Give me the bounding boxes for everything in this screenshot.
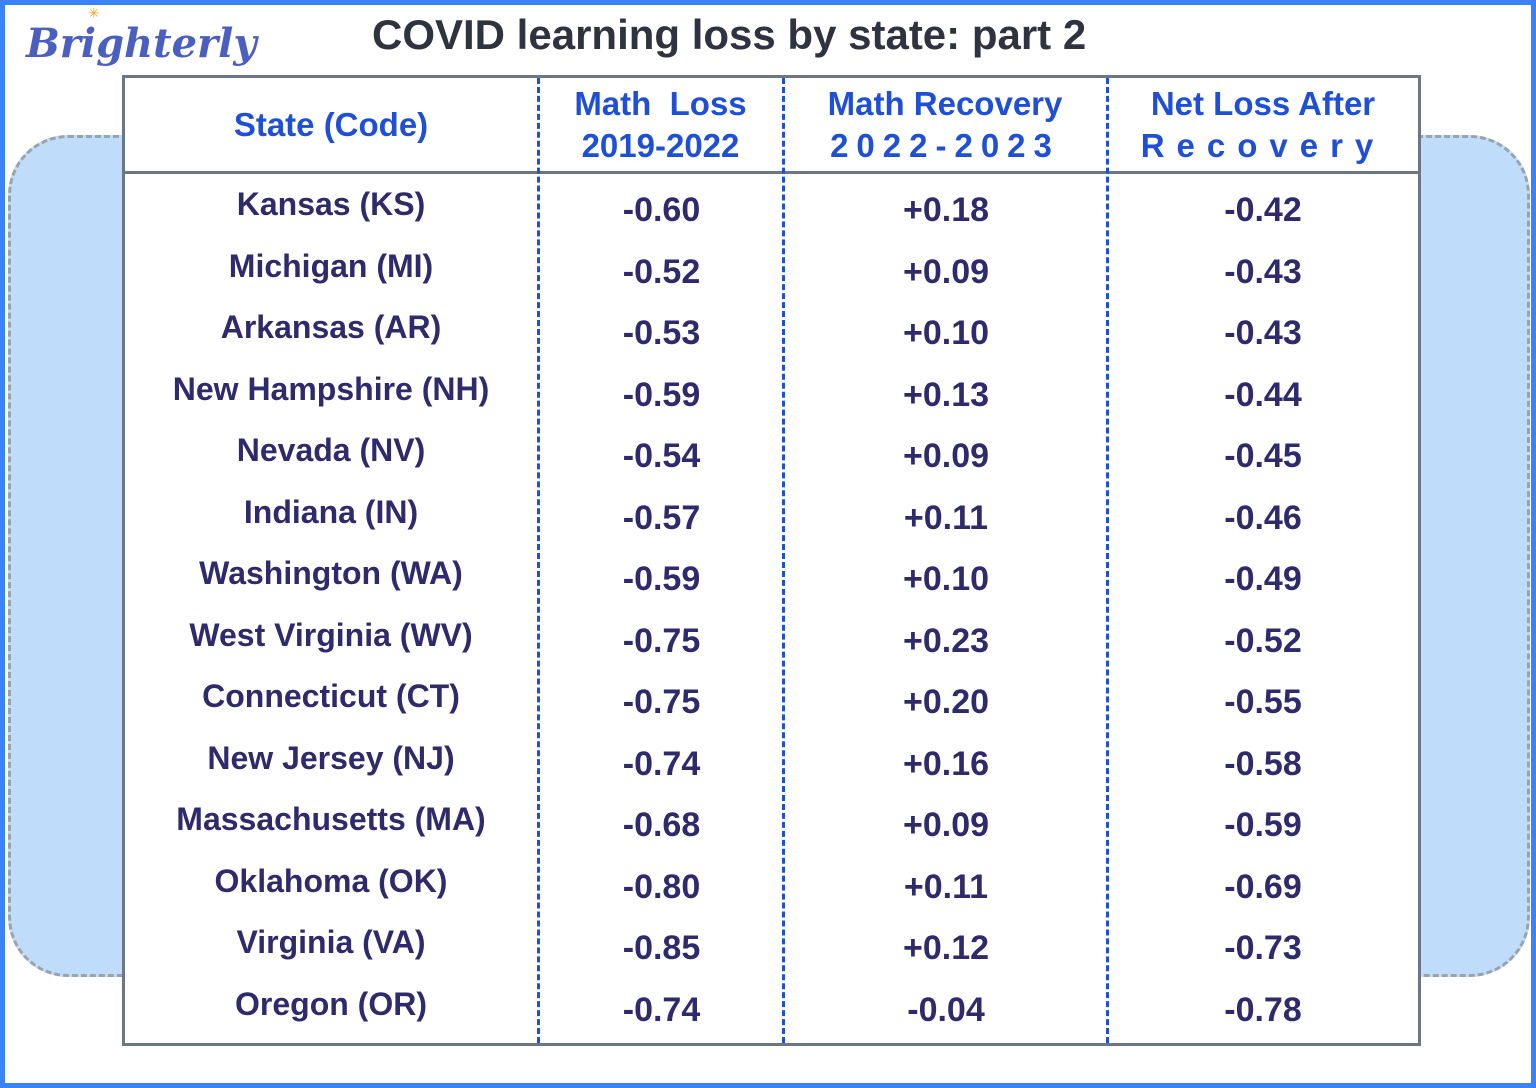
- math-recovery-cell: +0.16: [902, 744, 990, 783]
- state-cell: Oklahoma (OK): [214, 862, 448, 899]
- net-loss-cell: -0.52: [1224, 621, 1302, 660]
- net-loss-cell: -0.46: [1224, 498, 1302, 537]
- math-loss-cell: -0.75: [622, 621, 701, 660]
- table-row: New Jersey (NJ) -0.74 +0.16 -0.58: [125, 732, 1418, 794]
- state-cell: Arkansas (AR): [220, 309, 442, 345]
- header-math-loss: Math Loss 2019-2022: [539, 78, 782, 171]
- net-loss-cell: -0.78: [1224, 990, 1302, 1029]
- math-recovery-cell: +0.09: [902, 437, 990, 475]
- math-loss-cell: -0.59: [622, 560, 701, 598]
- header-label: Math Loss: [574, 84, 747, 122]
- net-loss-cell: -0.55: [1224, 683, 1302, 721]
- state-cell: Washington (WA): [199, 555, 463, 591]
- table-header: State (Code) Math Loss 2019-2022 Math Rec…: [125, 78, 1418, 174]
- net-loss-cell: -0.45: [1224, 437, 1302, 475]
- math-loss-cell: -0.52: [622, 252, 701, 291]
- math-loss-cell: -0.60: [622, 191, 701, 229]
- header-label: State (Code): [233, 105, 429, 143]
- math-recovery-cell: +0.09: [902, 252, 990, 291]
- table-row: Nevada (NV) -0.54 +0.09 -0.45: [125, 424, 1418, 486]
- math-recovery-cell: +0.18: [902, 191, 990, 229]
- state-cell: West Virginia (WV): [189, 616, 473, 653]
- math-loss-cell: -0.53: [622, 314, 701, 352]
- column-divider: [537, 78, 540, 1043]
- net-loss-cell: -0.58: [1224, 744, 1302, 783]
- header-label: Recovery: [1140, 126, 1386, 164]
- state-cell: Michigan (MI): [228, 247, 434, 284]
- net-loss-cell: -0.73: [1224, 929, 1302, 967]
- table-row: Virginia (VA) -0.85 +0.12 -0.73: [125, 916, 1418, 978]
- table-row: Kansas (KS) -0.60 +0.18 -0.42: [125, 178, 1418, 240]
- math-recovery-cell: +0.12: [902, 929, 990, 967]
- table-row: Michigan (MI) -0.52 +0.09 -0.43: [125, 240, 1418, 302]
- table-row: West Virginia (WV) -0.75 +0.23 -0.52: [125, 609, 1418, 671]
- net-loss-cell: -0.44: [1224, 375, 1302, 414]
- sun-icon: ✳: [88, 5, 100, 21]
- math-recovery-cell: +0.23: [902, 621, 990, 660]
- math-loss-cell: -0.68: [622, 806, 701, 844]
- header-net-loss: Net Loss After Recovery: [1108, 78, 1418, 171]
- table-row: New Hampshire (NH) -0.59 +0.13 -0.44: [125, 363, 1418, 425]
- math-loss-cell: -0.59: [622, 375, 701, 414]
- table-row: Oregon (OR) -0.74 -0.04 -0.78: [125, 978, 1418, 1040]
- header-label: Math Recovery: [827, 84, 1063, 122]
- table-row: Connecticut (CT) -0.75 +0.20 -0.55: [125, 670, 1418, 732]
- net-loss-cell: -0.69: [1224, 867, 1302, 906]
- math-recovery-cell: +0.10: [902, 560, 990, 598]
- table-row: Indiana (IN) -0.57 +0.11 -0.46: [125, 486, 1418, 548]
- state-cell: Kansas (KS): [236, 186, 426, 222]
- data-table: State (Code) Math Loss 2019-2022 Math Rec…: [122, 75, 1421, 1046]
- table-row: Oklahoma (OK) -0.80 +0.11 -0.69: [125, 855, 1418, 917]
- table-row: Washington (WA) -0.59 +0.10 -0.49: [125, 547, 1418, 609]
- state-cell: Indiana (IN): [243, 493, 419, 530]
- math-recovery-cell: +0.09: [902, 806, 990, 844]
- column-divider: [1106, 78, 1109, 1043]
- net-loss-cell: -0.43: [1224, 314, 1302, 352]
- math-recovery-cell: +0.13: [902, 375, 990, 414]
- table-row: Arkansas (AR) -0.53 +0.10 -0.43: [125, 301, 1418, 363]
- state-cell: Nevada (NV): [236, 432, 426, 468]
- math-loss-cell: -0.85: [622, 929, 701, 967]
- math-recovery-cell: +0.10: [902, 314, 990, 352]
- math-loss-cell: -0.75: [622, 683, 701, 721]
- math-loss-cell: -0.57: [622, 498, 701, 537]
- net-loss-cell: -0.43: [1224, 252, 1302, 291]
- math-recovery-cell: +0.11: [903, 498, 989, 537]
- net-loss-cell: -0.49: [1224, 560, 1302, 598]
- header-label: Net Loss After: [1150, 84, 1376, 122]
- math-recovery-cell: -0.04: [907, 990, 985, 1029]
- table-row: Massachusetts (MA) -0.68 +0.09 -0.59: [125, 793, 1418, 855]
- logo-text: Brighterly: [26, 20, 257, 67]
- math-recovery-cell: +0.11: [903, 867, 989, 906]
- page-title: COVID learning loss by state: part 2: [372, 11, 1087, 58]
- math-loss-cell: -0.54: [622, 437, 701, 475]
- math-loss-cell: -0.74: [622, 744, 701, 783]
- state-cell: Connecticut (CT): [202, 678, 460, 714]
- state-cell: New Hampshire (NH): [172, 370, 490, 407]
- brighterly-logo: ✳ Brighterly: [26, 4, 326, 72]
- net-loss-cell: -0.59: [1224, 806, 1302, 844]
- state-cell: Virginia (VA): [236, 924, 426, 960]
- math-loss-cell: -0.80: [622, 867, 701, 906]
- header-label: 2022-2023: [830, 126, 1060, 164]
- header-state: State (Code): [125, 78, 537, 171]
- math-recovery-cell: +0.20: [902, 683, 990, 721]
- state-cell: Oregon (OR): [235, 985, 427, 1022]
- header-math-recovery: Math Recovery 2022-2023: [784, 78, 1106, 171]
- state-cell: Massachusetts (MA): [176, 801, 486, 837]
- column-divider: [782, 78, 785, 1043]
- math-loss-cell: -0.74: [622, 990, 701, 1029]
- state-cell: New Jersey (NJ): [207, 739, 455, 776]
- header-label: 2019-2022: [581, 126, 740, 164]
- net-loss-cell: -0.42: [1224, 191, 1302, 229]
